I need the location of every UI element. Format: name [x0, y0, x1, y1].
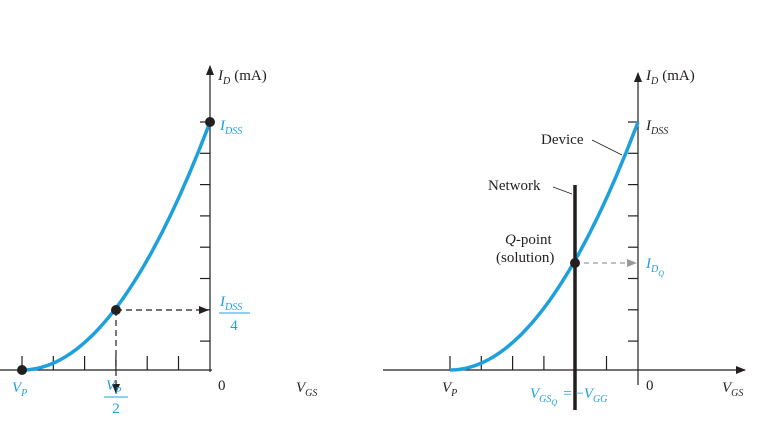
right-panel: ID (mA) IDSS Device Network Q-point (solu…	[383, 68, 746, 410]
point	[111, 305, 121, 315]
leader	[591, 139, 623, 156]
axis-label: ID (mA)	[645, 68, 695, 87]
label: (solution)	[496, 250, 554, 266]
label: IDSS	[645, 118, 668, 137]
label: 0	[218, 378, 226, 394]
label: 4	[230, 318, 238, 334]
left-panel: ID (mA) IDSS IDSS 4 VP VP 2 0 VGS	[0, 65, 317, 417]
label: IDSS	[219, 118, 242, 137]
point	[17, 365, 27, 375]
label: IDQ	[645, 256, 664, 278]
point	[205, 117, 215, 127]
label: Network	[488, 178, 541, 194]
label: VP	[442, 380, 457, 399]
leader	[552, 186, 573, 195]
q-point	[570, 258, 580, 268]
axis-label: VGS	[296, 380, 317, 399]
axis-label: ID (mA)	[217, 68, 267, 87]
label: VP	[12, 380, 27, 399]
label: Device	[541, 132, 584, 148]
label: VP	[106, 378, 121, 397]
label: IDSS	[219, 294, 242, 313]
label: 2	[112, 401, 120, 417]
label: 0	[646, 378, 654, 394]
label: VGSQ= −VGG	[530, 386, 607, 407]
label: Q-point	[505, 232, 553, 248]
device-curve	[449, 121, 640, 372]
axis-label: VGS	[722, 380, 743, 399]
